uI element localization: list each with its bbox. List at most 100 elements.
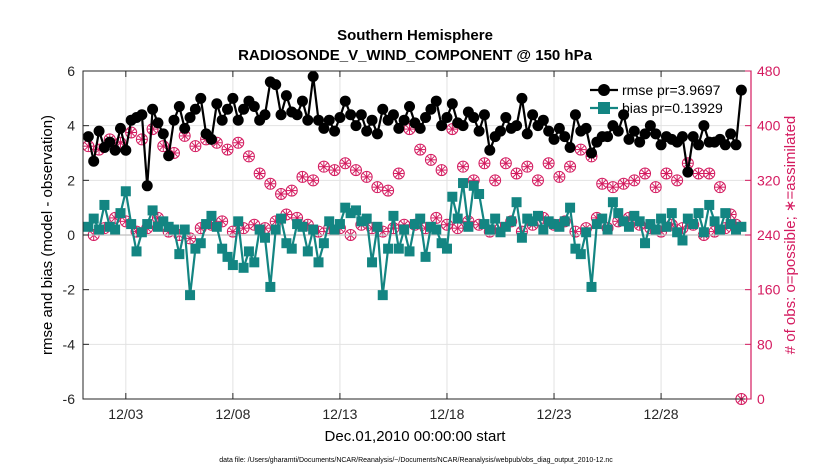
rmse-point xyxy=(585,147,597,159)
obs-assimilated-marker xyxy=(511,168,522,179)
bias-point xyxy=(259,232,270,243)
bias-point xyxy=(324,216,335,227)
asterisk-stroke xyxy=(373,183,382,192)
bias-point xyxy=(249,257,260,268)
rmse-point xyxy=(141,180,153,192)
bias-point xyxy=(495,227,506,238)
bias-point xyxy=(511,197,522,208)
rmse-point xyxy=(296,95,308,107)
rmse-point xyxy=(377,103,389,115)
rmse-point xyxy=(430,95,442,107)
bias-point xyxy=(420,251,431,262)
asterisk-stroke xyxy=(432,214,441,222)
bias-point xyxy=(233,216,244,227)
asterisk-stroke xyxy=(191,142,200,151)
rmse-point xyxy=(163,150,175,162)
obs-assimilated-marker xyxy=(672,175,683,186)
rmse-point xyxy=(232,114,244,126)
bias-point xyxy=(377,290,388,301)
bias-point xyxy=(110,224,121,235)
bias-point xyxy=(447,191,458,202)
bias-point xyxy=(361,213,372,224)
bias-point xyxy=(607,197,618,208)
bias-point xyxy=(222,251,233,262)
bias-point xyxy=(570,243,581,254)
obs-assimilated-marker xyxy=(329,165,340,176)
rmse-point xyxy=(393,122,405,134)
obs-assimilated-marker xyxy=(297,171,308,182)
rmse-point xyxy=(553,122,565,134)
bias-point xyxy=(479,219,490,230)
bias-point xyxy=(147,205,158,216)
bias-point xyxy=(158,216,169,227)
asterisk-stroke xyxy=(223,145,232,154)
rmse-point xyxy=(580,122,592,134)
obs-possible-marker xyxy=(510,167,523,180)
bias-point xyxy=(292,219,303,230)
obs-assimilated-marker xyxy=(361,171,372,182)
bias-point xyxy=(399,224,410,235)
rmse-point xyxy=(120,144,132,156)
bias-point xyxy=(168,224,179,235)
rmse-point xyxy=(173,101,185,113)
rmse-point xyxy=(345,109,357,121)
obs-assimilated-marker xyxy=(393,168,404,179)
bias-point xyxy=(388,210,399,221)
obs-possible-marker xyxy=(232,136,245,149)
x-tick-label: 12/28 xyxy=(644,406,679,422)
bias-point xyxy=(270,224,281,235)
bias-point xyxy=(441,243,452,254)
obs-assimilated-marker xyxy=(243,151,254,162)
rmse-point xyxy=(484,144,496,156)
rmse-point xyxy=(612,125,624,137)
obs-assimilated-marker xyxy=(211,137,222,148)
rmse-point xyxy=(371,128,383,140)
x-tick-label: 12/13 xyxy=(322,406,357,422)
y-right-tick-label: 240 xyxy=(757,227,781,243)
rmse-point xyxy=(682,166,694,178)
obs-possible-marker xyxy=(307,174,320,187)
bias-point xyxy=(650,224,661,235)
asterisk-stroke xyxy=(229,227,237,236)
bias-point xyxy=(474,189,485,199)
asterisk-stroke xyxy=(555,173,564,181)
asterisk-stroke xyxy=(416,145,425,154)
bias-point xyxy=(83,221,94,232)
obs-possible-marker xyxy=(489,174,502,187)
y-left-tick-label: 0 xyxy=(67,227,75,243)
obs-assimilated-marker xyxy=(431,212,442,223)
obs-possible-marker xyxy=(275,188,288,200)
obs-assimilated-marker xyxy=(233,137,244,148)
obs-assimilated-marker xyxy=(650,182,661,193)
asterisk-stroke xyxy=(309,176,318,185)
rmse-point xyxy=(387,109,399,121)
obs-possible-marker xyxy=(505,215,518,228)
bias-point xyxy=(656,213,667,224)
bias-point xyxy=(613,208,624,219)
rmse-point xyxy=(543,125,555,137)
bias-point xyxy=(436,238,447,249)
obs-assimilated-marker xyxy=(340,158,351,169)
bias-point xyxy=(490,213,501,224)
rmse-point xyxy=(735,84,747,96)
bias-point xyxy=(736,221,747,232)
obs-possible-marker xyxy=(703,167,716,180)
bias-point xyxy=(393,243,404,254)
y-right-tick-label: 80 xyxy=(757,336,773,352)
rmse-point xyxy=(516,92,528,104)
obs-possible-marker xyxy=(285,184,298,197)
rmse-point xyxy=(93,125,105,137)
obs-assimilated-marker xyxy=(522,161,533,172)
obs-assimilated-marker xyxy=(607,182,618,193)
asterisk-stroke xyxy=(378,227,387,236)
y-right-tick-label: 400 xyxy=(757,118,781,134)
y-left-tick-label: 2 xyxy=(67,172,75,188)
asterisk-stroke xyxy=(453,224,462,233)
obs-assimilated-marker xyxy=(190,141,201,152)
y-left-tick-label: -2 xyxy=(63,282,76,298)
obs-possible-marker xyxy=(264,177,277,190)
bias-point xyxy=(554,221,565,232)
bias-point xyxy=(409,219,420,230)
bias-point xyxy=(581,227,592,238)
bias-point xyxy=(131,246,142,257)
